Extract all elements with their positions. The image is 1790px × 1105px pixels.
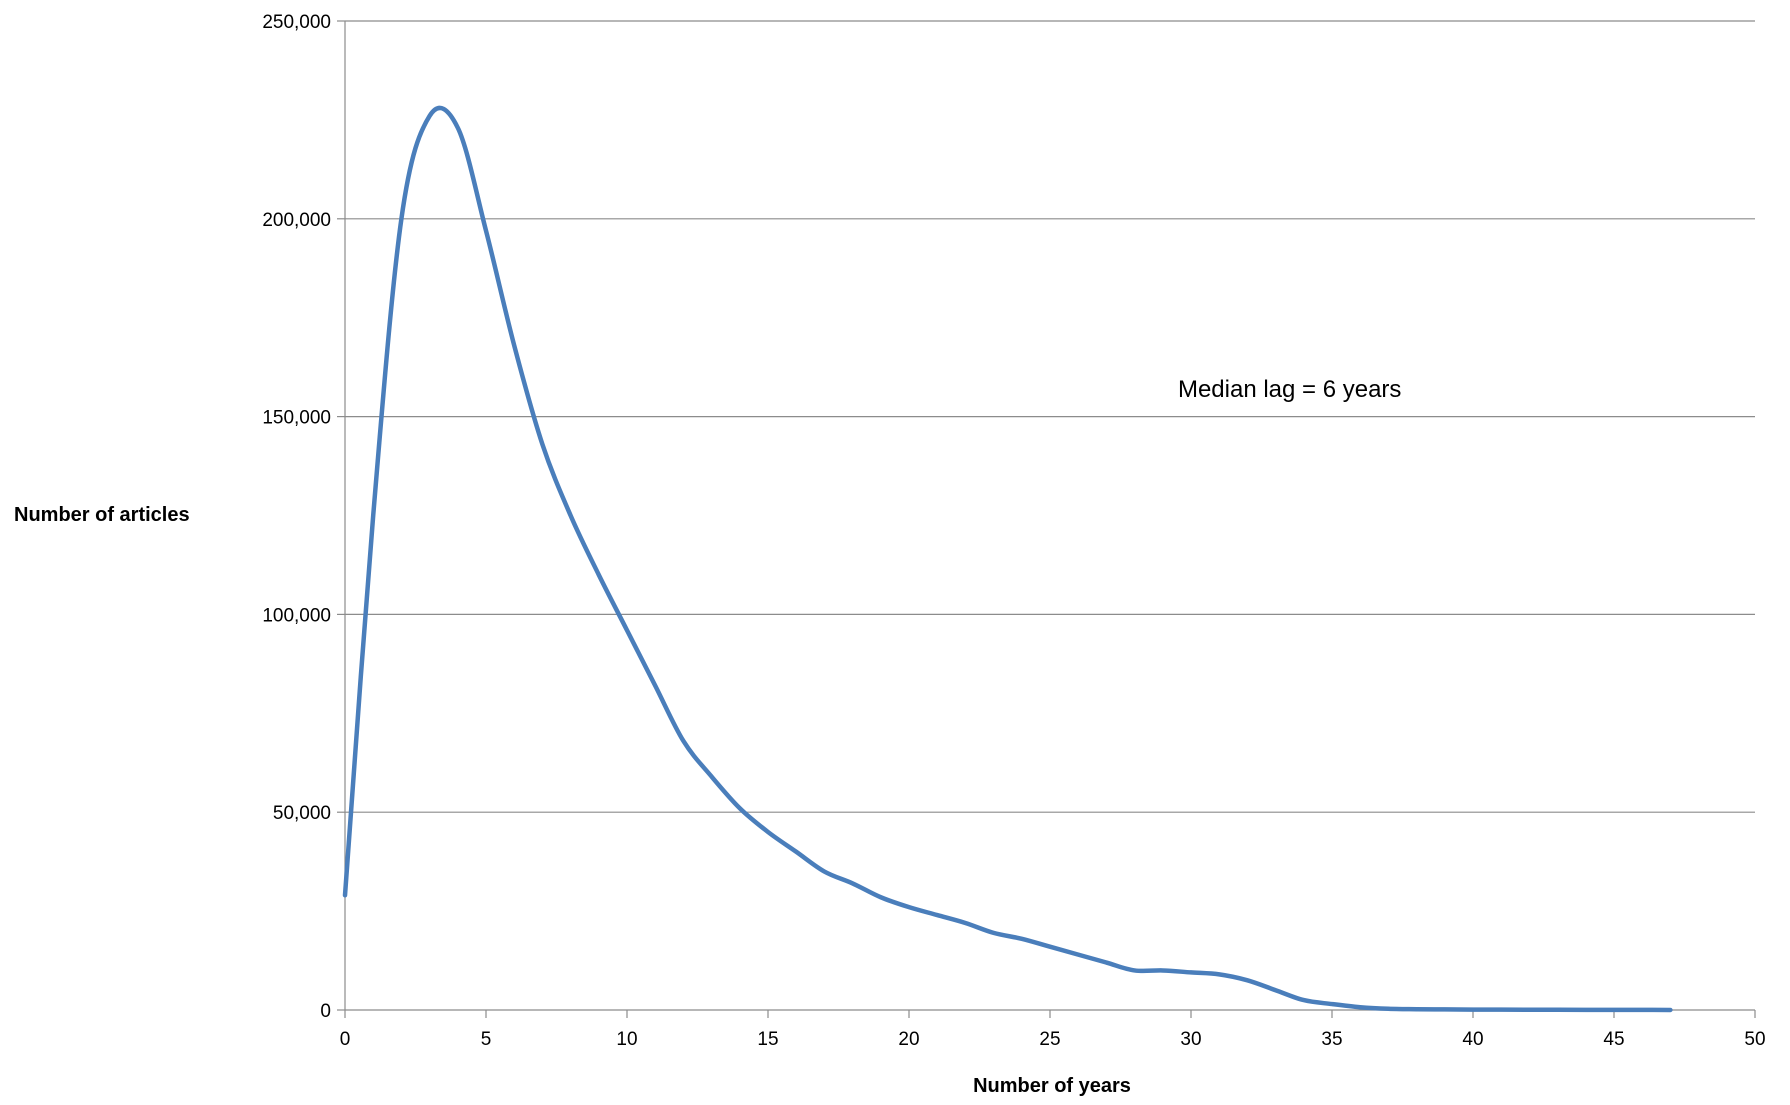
x-tick-label: 25 — [1039, 1029, 1060, 1050]
y-tick-label: 200,000 — [262, 210, 331, 231]
x-axis-title: Number of years — [973, 1075, 1131, 1097]
x-tick-label: 0 — [340, 1029, 351, 1050]
y-tick-label: 50,000 — [273, 803, 331, 824]
y-axis-title: Number of articles — [14, 504, 190, 526]
y-tick-label: 250,000 — [262, 12, 331, 33]
grid-lines — [345, 20, 1755, 813]
series-layer — [342, 105, 1673, 1013]
x-tick-label: 10 — [616, 1029, 637, 1050]
x-tick-label: 50 — [1744, 1029, 1765, 1050]
median-lag-annotation: Median lag = 6 years — [1178, 376, 1401, 403]
series-line — [342, 105, 1673, 1013]
tick-labels: 0 50,000 100,000 150,000 200,000 250,000 0 5 10 1… — [262, 12, 1765, 1050]
x-tick-label: 45 — [1603, 1029, 1624, 1050]
y-tick-label: 100,000 — [262, 605, 331, 626]
x-tick-label: 35 — [1321, 1029, 1342, 1050]
x-tick-label: 40 — [1462, 1029, 1483, 1050]
x-tick-label: 5 — [481, 1029, 492, 1050]
axes — [337, 20, 1756, 1018]
x-tick-label: 20 — [898, 1029, 919, 1050]
x-tick-label: 30 — [1180, 1029, 1201, 1050]
y-tick-label: 0 — [320, 1001, 331, 1022]
x-tick-label: 15 — [757, 1029, 778, 1050]
y-tick-label: 150,000 — [262, 408, 331, 429]
